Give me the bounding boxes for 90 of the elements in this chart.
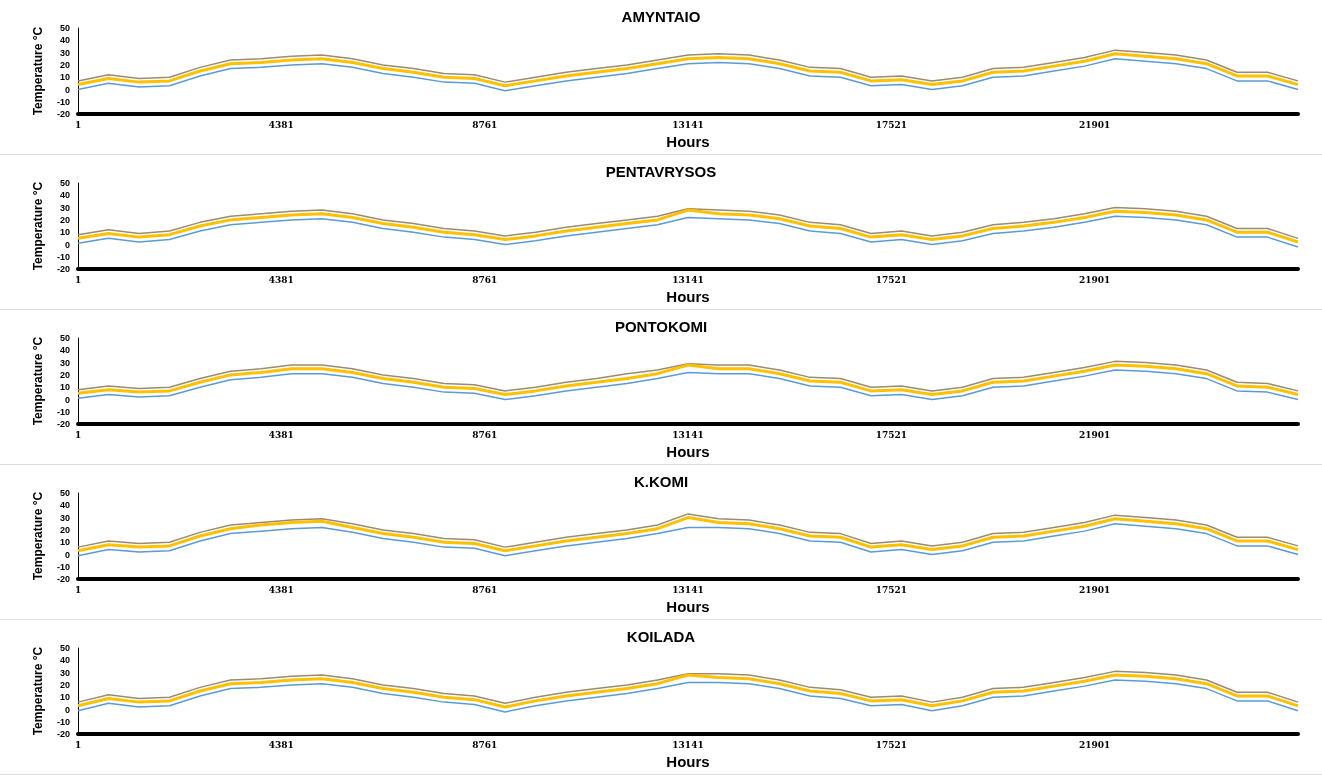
y-tick-label: 30 (59, 357, 70, 368)
y-tick-label: -20 (56, 419, 70, 430)
y-tick-label: 0 (64, 394, 70, 405)
y-tick-label: -20 (56, 729, 70, 740)
y-tick-label: 20 (59, 59, 70, 70)
chart-title: AMYNTAIO (621, 8, 701, 25)
line-series (77, 215, 1299, 248)
chart-title: KOILADA (626, 628, 696, 645)
y-tick-label: 0 (64, 84, 70, 95)
x-tick-label: 13141 (672, 739, 704, 750)
x-tick-label: 1 (74, 429, 82, 440)
y-tick-label: 20 (59, 214, 70, 225)
y-tick-label: 30 (59, 202, 70, 213)
x-tick-label: 21901 (1079, 429, 1111, 440)
y-tick-label: 20 (59, 524, 70, 535)
x-tick-label: 1 (74, 584, 82, 595)
x-tick-label: 8761 (472, 119, 498, 130)
x-tick-label: 17521 (875, 119, 907, 130)
x-tick-label: 21901 (1079, 119, 1111, 130)
x-tick-label: 21901 (1079, 274, 1111, 285)
x-tick-label: 1 (74, 119, 82, 130)
y-tick-label: 30 (59, 512, 70, 523)
line-series (77, 523, 1299, 557)
y-tick-label: 40 (59, 655, 70, 666)
y-tick-label: 50 (59, 643, 70, 653)
y-tick-label: 10 (59, 692, 70, 703)
x-axis-title: Hours (666, 753, 710, 770)
x-tick-label: 4381 (268, 739, 294, 750)
y-axis-title: Temperature °C (31, 26, 45, 116)
y-tick-label: 20 (59, 369, 70, 380)
y-axis-title: Temperature °C (31, 646, 45, 736)
x-tick-label: 13141 (672, 584, 704, 595)
x-tick-label: 8761 (472, 429, 498, 440)
y-tick-label: 0 (64, 704, 70, 715)
y-tick-label: 40 (59, 35, 70, 46)
y-tick-label: 30 (59, 47, 70, 58)
line-series (77, 679, 1299, 713)
x-tick-label: 13141 (672, 119, 704, 130)
x-tick-label: 17521 (875, 274, 907, 285)
y-tick-label: 20 (59, 679, 70, 690)
line-series (77, 58, 1299, 92)
y-tick-label: -20 (56, 109, 70, 120)
y-tick-label: 40 (59, 345, 70, 356)
line-series (77, 369, 1299, 401)
x-tick-label: 4381 (268, 274, 294, 285)
x-axis-title: Hours (666, 133, 710, 150)
y-tick-label: 10 (59, 537, 70, 548)
x-tick-label: 17521 (875, 739, 907, 750)
y-tick-label: 40 (59, 190, 70, 201)
y-tick-label: 0 (64, 239, 70, 250)
x-tick-label: 1 (74, 274, 82, 285)
x-tick-label: 13141 (672, 274, 704, 285)
y-tick-label: 0 (64, 549, 70, 560)
x-tick-label: 4381 (268, 584, 294, 595)
y-axis-title: Temperature °C (31, 181, 45, 271)
x-axis-title: Hours (666, 288, 710, 305)
y-tick-label: 10 (59, 382, 70, 393)
y-tick-label: 30 (59, 667, 70, 678)
y-tick-label: -10 (56, 406, 70, 417)
x-tick-label: 8761 (472, 739, 498, 750)
y-tick-label: -10 (56, 561, 70, 572)
y-tick-label: -10 (56, 96, 70, 107)
y-tick-label: -10 (56, 716, 70, 727)
x-tick-label: 1 (74, 739, 82, 750)
y-axis-title: Temperature °C (31, 336, 45, 426)
x-tick-label: 4381 (268, 119, 294, 130)
y-tick-label: 40 (59, 500, 70, 511)
chart-title: K.KOMI (633, 473, 689, 490)
y-axis-title: Temperature °C (31, 491, 45, 581)
y-tick-label: -20 (56, 574, 70, 585)
x-axis-title: Hours (666, 598, 710, 615)
x-tick-label: 8761 (472, 274, 498, 285)
y-tick-label: 50 (59, 333, 70, 343)
x-tick-label: 8761 (472, 584, 498, 595)
x-tick-label: 17521 (875, 429, 907, 440)
y-tick-label: 10 (59, 227, 70, 238)
x-tick-label: 21901 (1079, 584, 1111, 595)
chart-title: PONTOKOMI (614, 318, 708, 335)
y-tick-label: -10 (56, 251, 70, 262)
x-tick-label: 21901 (1079, 739, 1111, 750)
x-tick-label: 17521 (875, 584, 907, 595)
y-tick-label: 50 (59, 488, 70, 498)
x-tick-label: 4381 (268, 429, 294, 440)
y-tick-label: 50 (59, 178, 70, 188)
y-tick-label: 50 (59, 23, 70, 33)
y-tick-label: 10 (59, 72, 70, 83)
x-tick-label: 13141 (672, 429, 704, 440)
x-axis-title: Hours (666, 443, 710, 460)
y-tick-label: -20 (56, 264, 70, 275)
chart-title: PENTAVRYSOS (605, 163, 717, 180)
